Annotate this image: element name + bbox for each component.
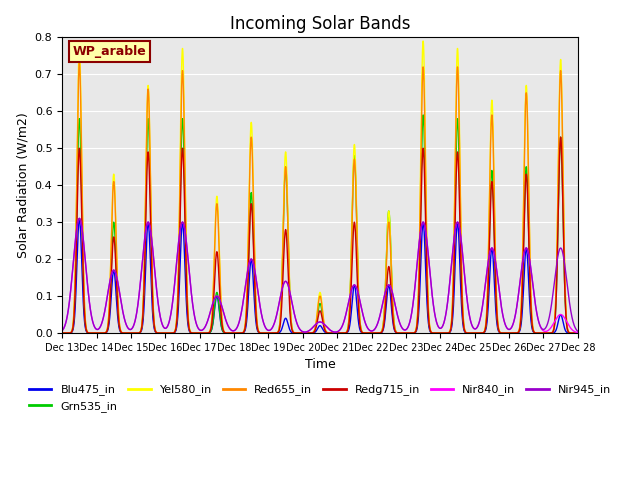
Line: Red655_in: Red655_in — [62, 63, 578, 333]
Title: Incoming Solar Bands: Incoming Solar Bands — [230, 15, 410, 33]
Yel580_in — [300, 330, 307, 336]
Yel580_in — [435, 330, 443, 336]
Nir840_in — [546, 326, 554, 332]
Blu475_in — [552, 327, 560, 333]
Nir840_in — [234, 324, 241, 330]
Nir840_in — [435, 325, 443, 331]
Nir840_in — [303, 329, 310, 335]
Nir840_in — [450, 239, 458, 244]
Blu475_in — [450, 299, 458, 304]
Y-axis label: Solar Radiation (W/m2): Solar Radiation (W/m2) — [16, 112, 29, 258]
Redg715_in — [574, 330, 582, 336]
Grn535_in — [546, 330, 554, 336]
Red655_in — [435, 330, 443, 336]
Yel580_in — [303, 330, 310, 336]
Nir945_in — [435, 325, 443, 331]
Nir840_in — [76, 216, 83, 221]
Red655_in — [300, 330, 307, 336]
Nir840_in — [552, 316, 560, 322]
Redg715_in — [58, 330, 66, 336]
Line: Redg715_in: Redg715_in — [62, 137, 578, 333]
Yel580_in — [58, 330, 66, 336]
Nir945_in — [76, 216, 83, 221]
Blu475_in — [58, 330, 66, 336]
Nir945_in — [234, 324, 241, 330]
Nir945_in — [58, 328, 66, 334]
Line: Grn535_in: Grn535_in — [62, 115, 578, 333]
Blu475_in — [76, 216, 83, 221]
Grn535_in — [574, 330, 582, 336]
Nir945_in — [574, 328, 582, 334]
Redg715_in — [552, 295, 560, 300]
Yel580_in — [234, 330, 241, 336]
Red655_in — [303, 330, 310, 336]
Blu475_in — [234, 330, 241, 336]
Red655_in — [450, 251, 458, 256]
Redg715_in — [546, 330, 554, 336]
Blu475_in — [435, 330, 443, 336]
Red655_in — [234, 330, 241, 336]
Nir840_in — [574, 330, 582, 336]
Redg715_in — [435, 330, 443, 336]
Blu475_in — [546, 330, 554, 336]
Grn535_in — [552, 292, 560, 298]
Yel580_in — [450, 245, 458, 251]
Line: Nir840_in: Nir840_in — [62, 218, 578, 333]
Nir945_in — [303, 329, 310, 335]
Legend: Blu475_in, Grn535_in, Yel580_in, Red655_in, Redg715_in, Nir840_in, Nir945_in: Blu475_in, Grn535_in, Yel580_in, Red655_… — [25, 380, 615, 416]
Line: Nir945_in: Nir945_in — [62, 218, 578, 332]
Red655_in — [552, 280, 560, 286]
Red655_in — [76, 60, 83, 66]
Redg715_in — [303, 330, 310, 336]
Yel580_in — [552, 277, 560, 283]
Nir945_in — [552, 264, 560, 270]
X-axis label: Time: Time — [305, 359, 335, 372]
Yel580_in — [419, 38, 427, 44]
Redg715_in — [300, 330, 307, 336]
Line: Yel580_in: Yel580_in — [62, 41, 578, 333]
Nir945_in — [450, 238, 458, 243]
Blu475_in — [574, 330, 582, 336]
Blu475_in — [303, 330, 310, 336]
Yel580_in — [546, 330, 554, 336]
Nir945_in — [332, 329, 339, 335]
Grn535_in — [300, 330, 307, 336]
Red655_in — [58, 330, 66, 336]
Redg715_in — [557, 134, 564, 140]
Yel580_in — [574, 330, 582, 336]
Grn535_in — [303, 330, 310, 336]
Grn535_in — [419, 112, 427, 118]
Grn535_in — [450, 266, 458, 272]
Nir945_in — [546, 312, 554, 317]
Grn535_in — [58, 330, 66, 336]
Red655_in — [574, 330, 582, 336]
Nir840_in — [58, 328, 66, 334]
Grn535_in — [435, 330, 443, 336]
Redg715_in — [234, 330, 241, 336]
Text: WP_arable: WP_arable — [72, 45, 147, 58]
Redg715_in — [450, 278, 458, 284]
Line: Blu475_in: Blu475_in — [62, 218, 578, 333]
Red655_in — [546, 330, 554, 336]
Grn535_in — [234, 330, 241, 336]
